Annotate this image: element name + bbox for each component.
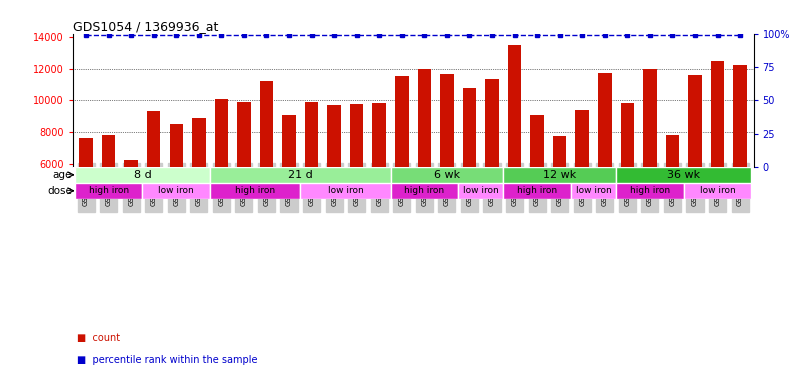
Text: high iron: high iron [235, 186, 276, 195]
Bar [305, 102, 318, 259]
Text: GDS1054 / 1369936_at: GDS1054 / 1369936_at [73, 20, 218, 33]
Text: ■  percentile rank within the sample: ■ percentile rank within the sample [77, 355, 257, 365]
Text: high iron: high iron [517, 186, 557, 195]
Text: low iron: low iron [159, 186, 194, 195]
Bar [530, 116, 544, 259]
Bar [503, 167, 616, 183]
Bar [75, 167, 210, 183]
Bar [350, 104, 364, 259]
Bar [598, 74, 612, 259]
Bar [733, 65, 747, 259]
Text: low iron: low iron [575, 186, 612, 195]
Bar [688, 75, 702, 259]
Bar [711, 61, 725, 259]
Bar [503, 183, 571, 199]
Text: 12 wk: 12 wk [543, 170, 576, 180]
Bar [440, 74, 454, 259]
Bar [282, 114, 296, 259]
Bar [666, 135, 679, 259]
Bar [395, 76, 409, 259]
Bar [458, 183, 503, 199]
Bar [169, 124, 183, 259]
Bar [143, 183, 210, 199]
Bar [210, 183, 301, 199]
Text: high iron: high iron [629, 186, 670, 195]
Text: 6 wk: 6 wk [434, 170, 460, 180]
Bar [237, 102, 251, 259]
Bar [643, 69, 657, 259]
Bar [214, 99, 228, 259]
Bar [391, 167, 503, 183]
Bar [124, 160, 138, 259]
Bar [79, 138, 93, 259]
Bar [485, 79, 499, 259]
Text: 36 wk: 36 wk [667, 170, 700, 180]
Text: low iron: low iron [700, 186, 735, 195]
Bar [372, 104, 386, 259]
Bar [418, 69, 431, 259]
Text: dose: dose [48, 186, 72, 196]
Bar [75, 183, 143, 199]
Bar [571, 183, 616, 199]
Bar [102, 135, 115, 259]
Text: age: age [52, 170, 72, 180]
Bar [301, 183, 391, 199]
Bar [621, 104, 634, 259]
Text: ■  count: ■ count [77, 333, 120, 342]
Bar [575, 110, 589, 259]
Text: high iron: high iron [89, 186, 129, 195]
Text: 8 d: 8 d [134, 170, 152, 180]
Text: low iron: low iron [327, 186, 364, 195]
Bar [553, 136, 567, 259]
Bar [616, 167, 751, 183]
Text: 21 d: 21 d [288, 170, 313, 180]
Bar [147, 111, 160, 259]
Bar [683, 183, 751, 199]
Bar [508, 45, 521, 259]
Bar [210, 167, 391, 183]
Bar [616, 183, 683, 199]
Text: high iron: high iron [405, 186, 444, 195]
Bar [327, 105, 341, 259]
Bar [260, 81, 273, 259]
Bar [463, 88, 476, 259]
Bar [391, 183, 458, 199]
Bar [192, 118, 206, 259]
Text: low iron: low iron [463, 186, 499, 195]
